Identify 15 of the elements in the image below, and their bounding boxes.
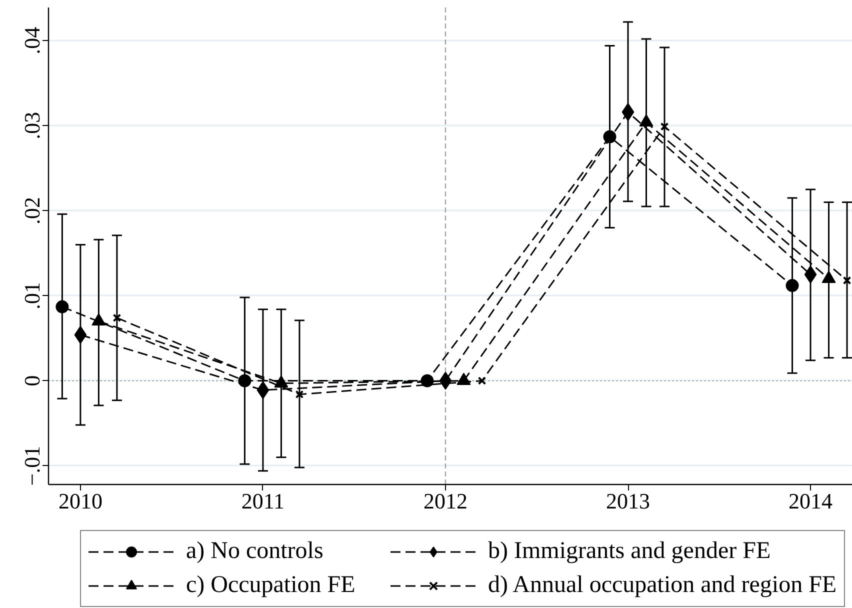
x-tick-label: 2012 xyxy=(423,488,468,514)
x-tick-label: 2010 xyxy=(58,488,102,514)
y-tick-label: 0 xyxy=(20,375,44,386)
y-tick-label: .01 xyxy=(20,282,44,310)
y-tick-label: .04 xyxy=(20,26,44,54)
x-tick-label: 2011 xyxy=(241,488,285,514)
y-tick-label: .02 xyxy=(20,196,44,224)
legend-label: a) No controls xyxy=(186,538,324,565)
legend-label: c) Occupation FE xyxy=(186,572,356,599)
x-tick-label: 2013 xyxy=(606,488,650,514)
legend-label: d) Annual occupation and region FE xyxy=(488,572,837,599)
x-tick-label: 2014 xyxy=(788,488,833,514)
legend-label: b) Immigrants and gender FE xyxy=(488,538,771,565)
y-tick-label: −.01 xyxy=(20,446,44,486)
y-tick-label: .03 xyxy=(20,112,44,140)
